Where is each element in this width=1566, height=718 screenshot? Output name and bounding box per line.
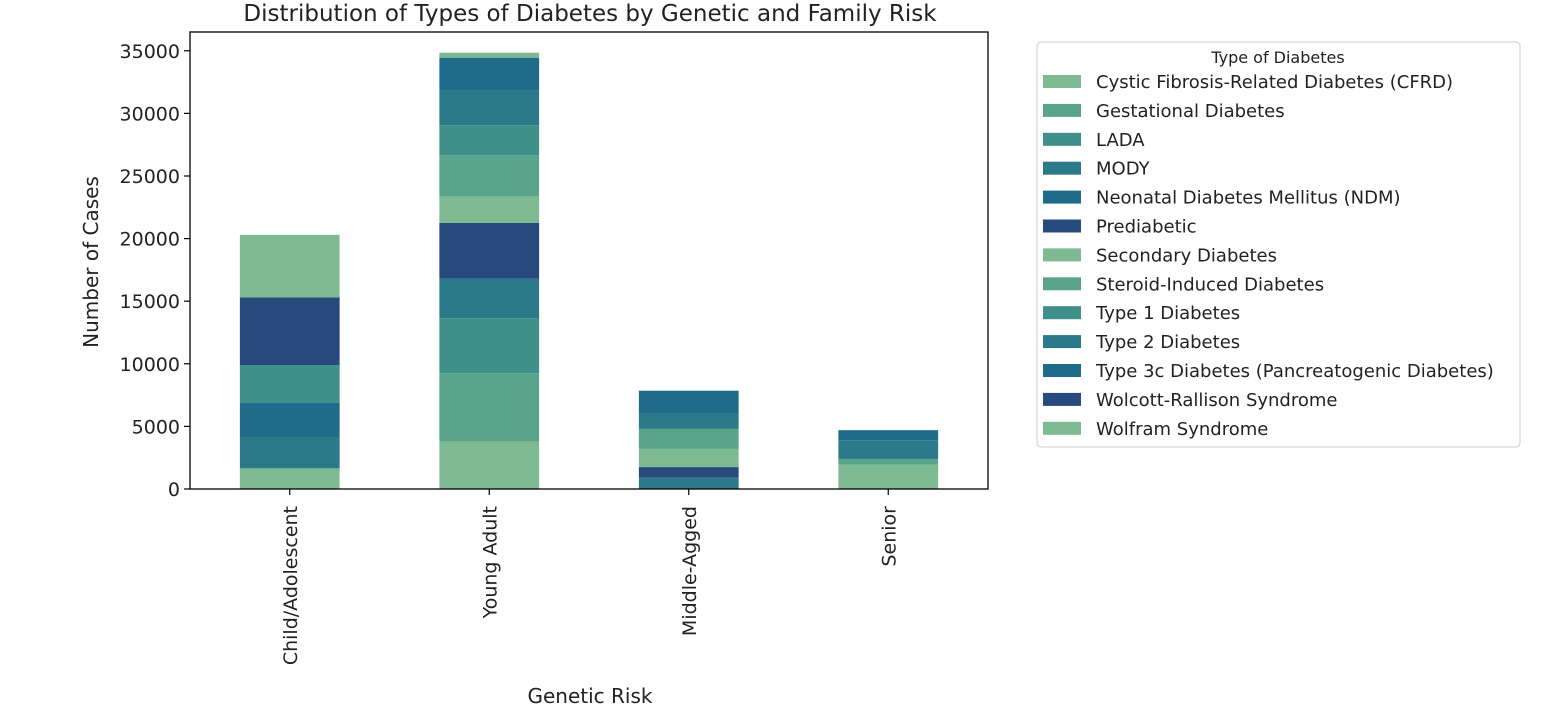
legend-title: Type of Diabetes	[1210, 48, 1344, 67]
legend-label: Type 1 Diabetes	[1095, 303, 1240, 324]
legend-swatch	[1043, 190, 1081, 204]
bar-segment	[638, 413, 739, 429]
legend-label: Type 3c Diabetes (Pancreatogenic Diabete…	[1095, 361, 1494, 382]
y-tick-label: 5000	[132, 416, 180, 438]
bar-segment	[638, 467, 739, 478]
legend-swatch	[1043, 277, 1081, 291]
bar-segment	[439, 125, 540, 156]
legend-swatch	[1043, 421, 1081, 435]
legend-label: Secondary Diabetes	[1096, 245, 1277, 266]
bar-segment	[439, 196, 540, 223]
bar-segment	[439, 57, 540, 91]
legend-swatch	[1043, 219, 1081, 233]
bar-segment	[239, 437, 340, 469]
legend: Type of Diabetes Cystic Fibrosis-Related…	[1036, 41, 1521, 448]
bar-segment	[239, 468, 340, 489]
legend-label: Cystic Fibrosis-Related Diabetes (CFRD)	[1096, 72, 1453, 93]
legend-box	[1036, 41, 1521, 448]
y-axis-title: Number of Cases	[79, 176, 103, 348]
legend-label: Prediabetic	[1096, 217, 1197, 238]
legend-swatch	[1043, 103, 1081, 117]
bar-segment	[239, 365, 340, 403]
y-tick-label: 25000	[120, 166, 180, 188]
x-tick-label: Young Adult	[479, 506, 501, 619]
bar-segment	[638, 477, 739, 489]
bar-segment	[439, 278, 540, 319]
bar-segment	[439, 90, 540, 126]
bar-segment	[439, 441, 540, 489]
bar-segment	[838, 458, 939, 465]
legend-swatch	[1043, 392, 1081, 406]
x-tick-label: Child/Adolescent	[280, 506, 302, 665]
bar-segment	[638, 390, 739, 414]
legend-label: Steroid-Induced Diabetes	[1096, 274, 1324, 295]
x-tick-label: Senior	[878, 506, 900, 567]
y-tick-label: 15000	[120, 291, 180, 313]
y-tick-label: 30000	[120, 103, 180, 125]
x-tick-label: Middle-Agged	[679, 506, 701, 636]
y-tick-label: 35000	[120, 41, 180, 63]
plot-frame	[189, 31, 989, 490]
bar-segment	[439, 52, 540, 58]
bar-segment	[838, 440, 939, 459]
legend-swatch	[1043, 306, 1081, 320]
bar-segment	[638, 448, 739, 468]
chart-title: Distribution of Types of Diabetes by Gen…	[243, 1, 937, 27]
bar-segment	[439, 155, 540, 197]
bar-segment	[239, 297, 340, 366]
y-tick-label: 20000	[120, 229, 180, 251]
bar-segment	[838, 464, 939, 489]
y-tick-label: 0	[168, 479, 180, 501]
bar-segment	[838, 430, 939, 441]
bar-segment	[638, 428, 739, 449]
bars-group	[239, 52, 939, 489]
legend-label: Type 2 Diabetes	[1095, 332, 1240, 353]
bar-segment	[439, 318, 540, 374]
bar-segment	[239, 234, 340, 298]
bar-segment	[439, 222, 540, 279]
legend-label: LADA	[1096, 130, 1145, 151]
legend-swatch	[1043, 75, 1081, 88]
legend-label: MODY	[1096, 159, 1151, 180]
legend-label: Gestational Diabetes	[1096, 101, 1285, 122]
legend-swatch	[1043, 335, 1081, 349]
legend-label: Wolcott-Rallison Syndrome	[1096, 390, 1337, 411]
legend-swatch	[1043, 161, 1081, 175]
legend-label: Neonatal Diabetes Mellitus (NDM)	[1096, 188, 1401, 209]
legend-label: Wolfram Syndrome	[1096, 419, 1268, 440]
legend-swatch	[1043, 364, 1081, 377]
x-axis-title: Genetic Risk	[528, 684, 653, 708]
y-axis: 0 5000 10000 15000 20000 25000 30000 35000	[120, 41, 190, 501]
bar-segment	[439, 373, 540, 442]
y-tick-label: 10000	[120, 354, 180, 376]
legend-items: Cystic Fibrosis-Related Diabetes (CFRD) G…	[1043, 72, 1494, 440]
legend-swatch	[1043, 132, 1081, 146]
bar-segment	[239, 402, 340, 438]
legend-swatch	[1043, 248, 1081, 262]
x-axis: Child/Adolescent Young Adult Middle-Agged S…	[280, 489, 900, 665]
